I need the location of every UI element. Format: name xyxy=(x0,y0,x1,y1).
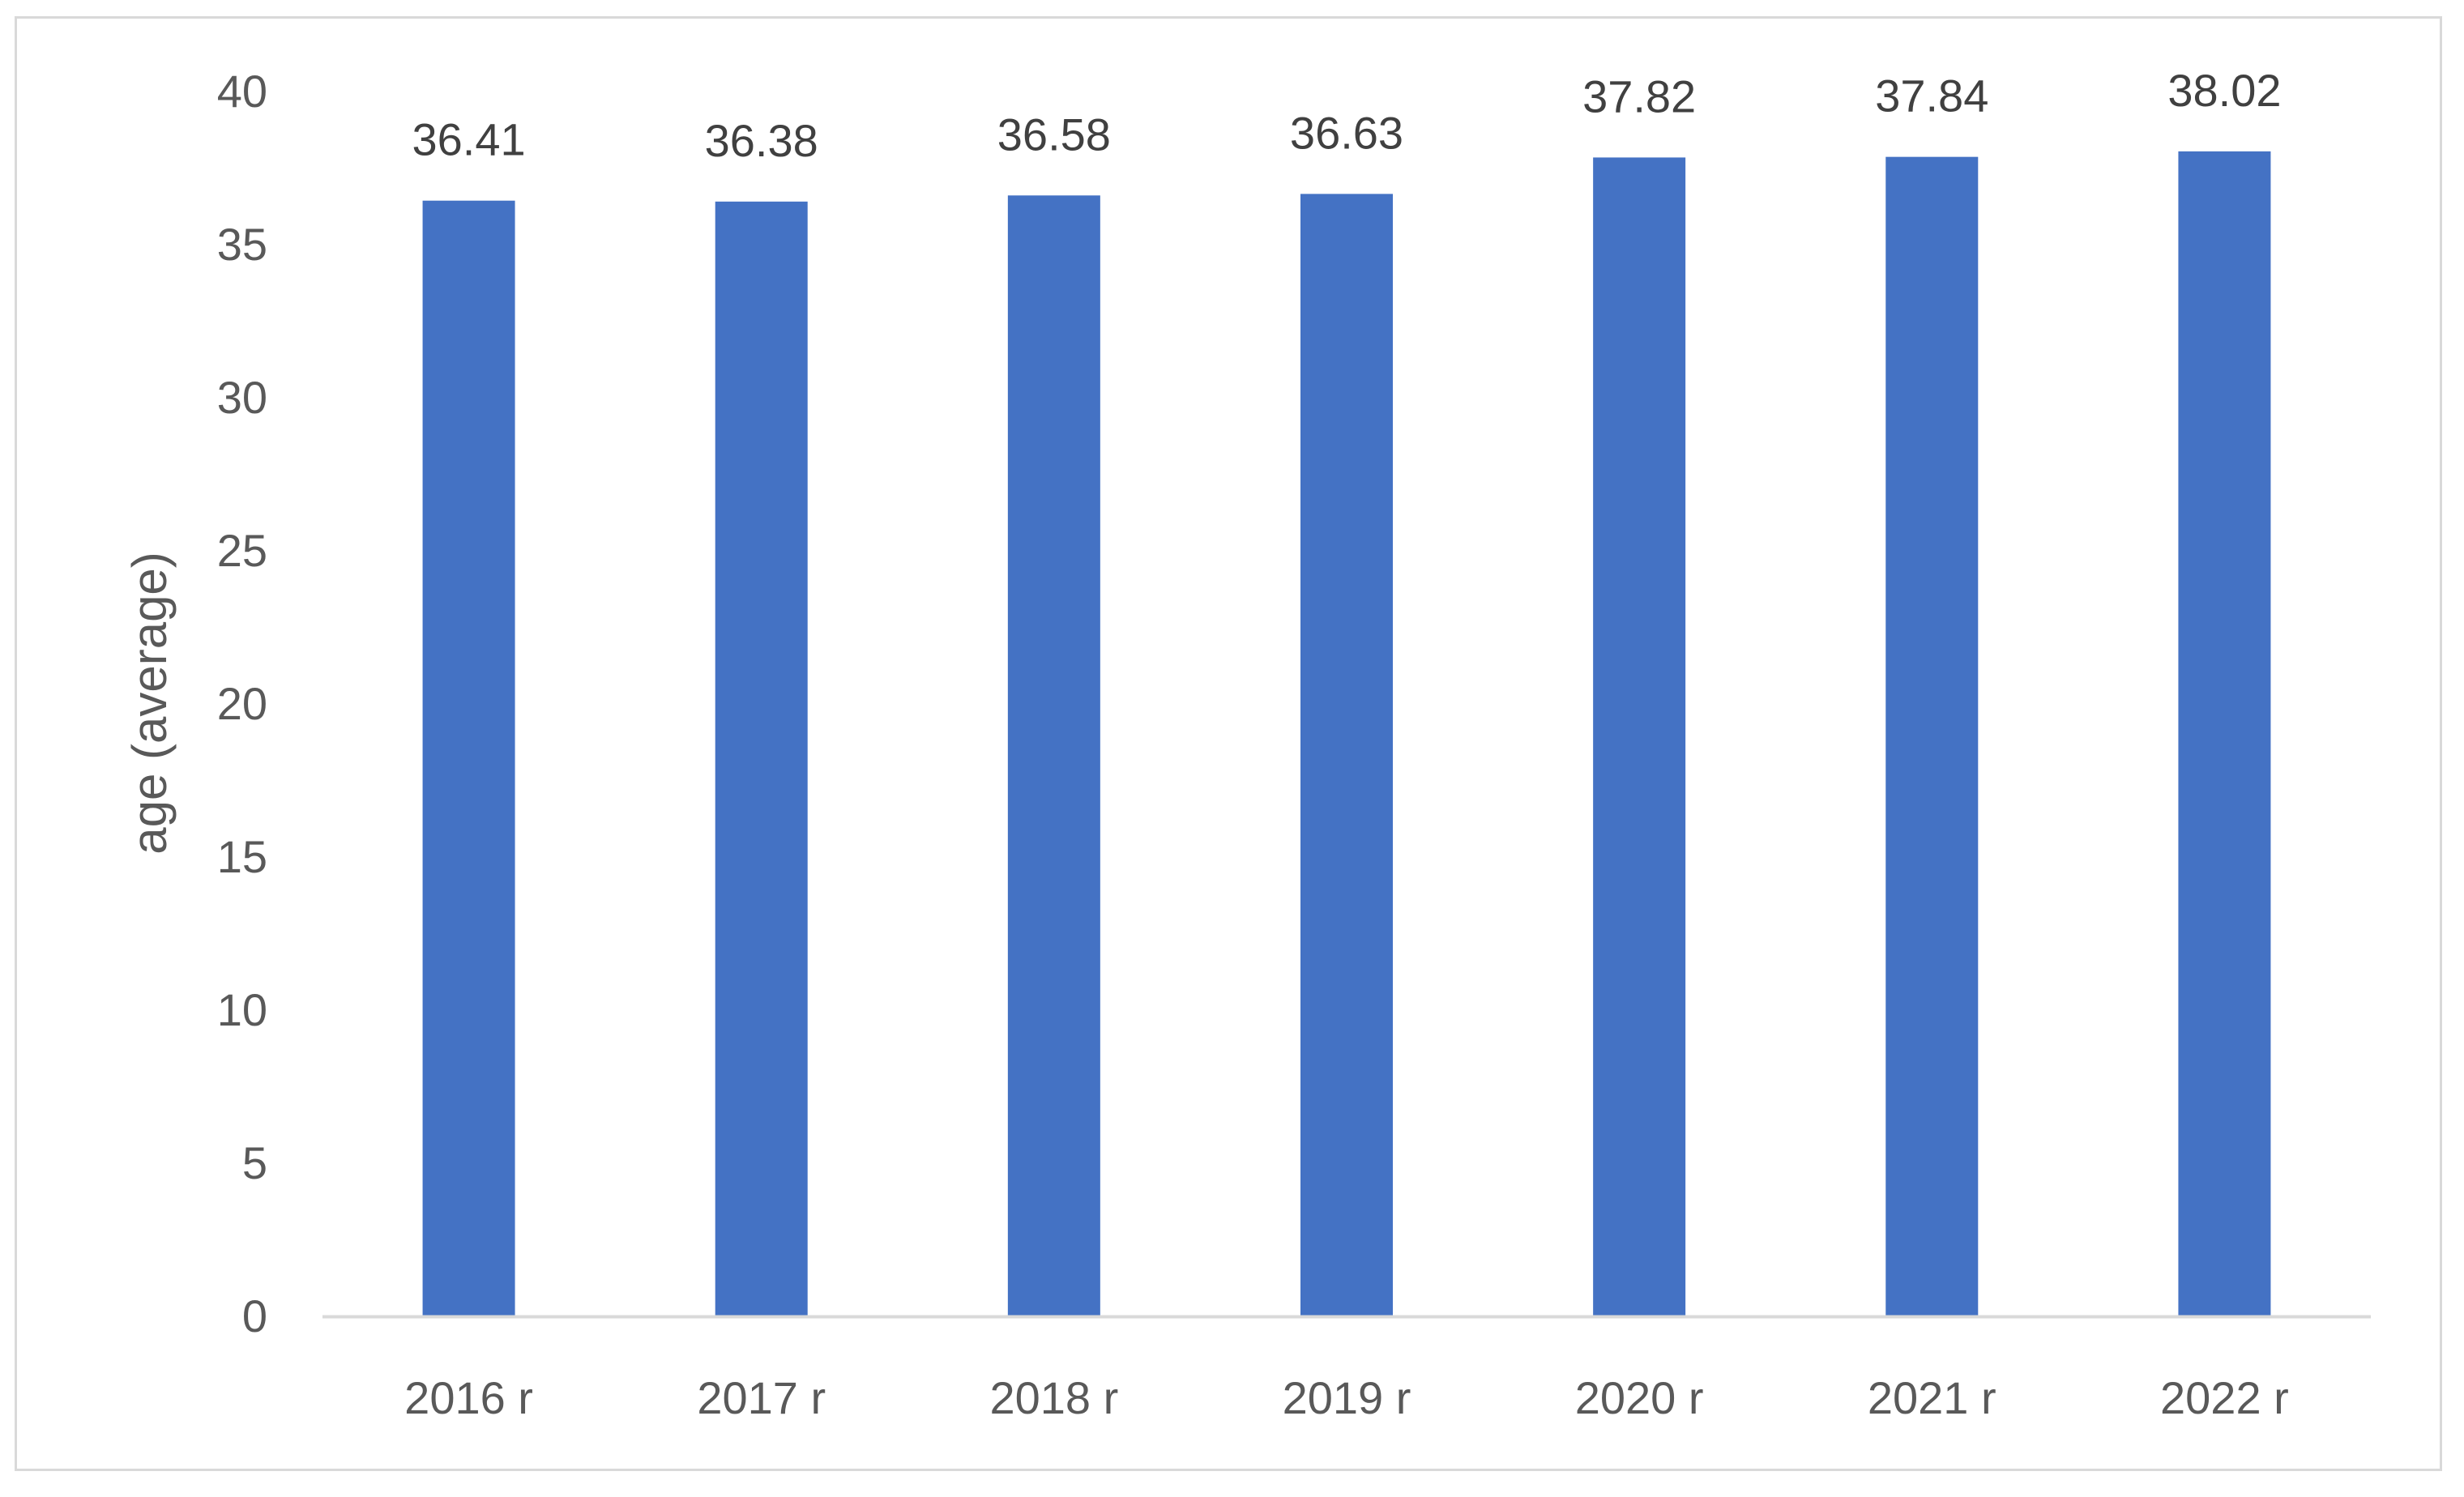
x-tick-label: 2018 r xyxy=(989,1372,1118,1423)
y-axis-ticks: 0 5 10 15 20 25 30 35 40 xyxy=(217,66,267,1341)
chart-frame xyxy=(15,16,2442,1471)
bar xyxy=(422,200,515,1316)
y-tick-label: 15 xyxy=(217,831,267,882)
x-tick-label: 2017 r xyxy=(697,1372,826,1423)
y-tick-label: 40 xyxy=(217,66,267,117)
y-tick-label: 0 xyxy=(242,1290,267,1341)
bar xyxy=(1300,194,1393,1316)
y-tick-label: 10 xyxy=(217,984,267,1035)
bar xyxy=(1007,195,1100,1316)
x-axis-ticks: 2016 r 2017 r 2018 r 2019 r 2020 r 2021 r 2022… xyxy=(404,1372,2289,1423)
x-tick-label: 2021 r xyxy=(1868,1372,1996,1423)
y-axis-title: age (average) xyxy=(122,552,177,855)
data-label: 37.84 xyxy=(1875,70,1988,122)
x-tick-label: 2016 r xyxy=(404,1372,533,1423)
data-label: 38.02 xyxy=(2167,65,2281,116)
x-tick-label: 2019 r xyxy=(1283,1372,1411,1423)
bars xyxy=(422,151,2271,1316)
bar xyxy=(2178,151,2271,1316)
y-tick-label: 25 xyxy=(217,525,267,576)
y-tick-label: 20 xyxy=(217,678,267,729)
y-tick-label: 30 xyxy=(217,372,267,423)
x-tick-label: 2022 r xyxy=(2160,1372,2289,1423)
y-tick-label: 5 xyxy=(242,1137,267,1188)
data-label: 36.63 xyxy=(1290,107,1403,158)
data-label: 36.58 xyxy=(997,109,1111,160)
y-tick-label: 35 xyxy=(217,219,267,270)
x-tick-label: 2020 r xyxy=(1575,1372,1704,1423)
bar xyxy=(1593,157,1686,1316)
bar xyxy=(715,201,808,1316)
data-label: 36.41 xyxy=(412,114,526,165)
data-label: 36.38 xyxy=(705,115,818,166)
data-labels: 36.41 36.38 36.58 36.63 37.82 37.84 38.02 xyxy=(412,65,2282,166)
data-label: 37.82 xyxy=(1582,70,1696,122)
bar xyxy=(1885,156,1979,1316)
